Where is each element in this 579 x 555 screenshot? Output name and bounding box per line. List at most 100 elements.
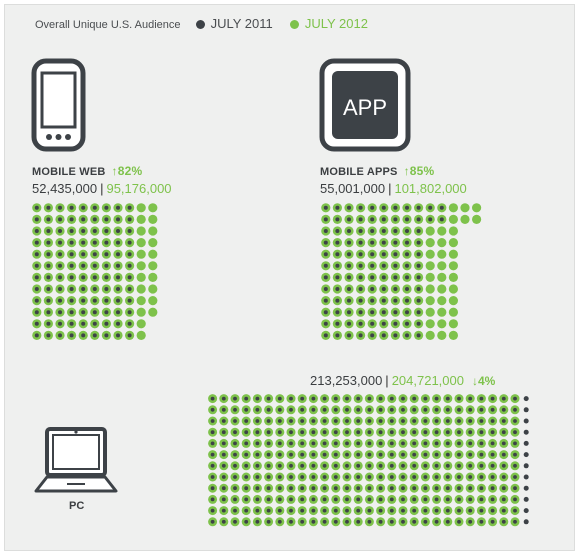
dot-2011 <box>58 229 62 233</box>
dot-2011 <box>468 519 473 524</box>
dot-2011 <box>412 475 417 479</box>
dot-2011 <box>428 217 433 222</box>
dot-2012 <box>425 226 435 236</box>
laptop-icon <box>34 427 118 493</box>
dot-2011 <box>381 240 386 245</box>
dot-2012 <box>448 296 458 306</box>
dot-2011 <box>210 407 215 412</box>
dot-2011 <box>92 298 97 303</box>
dot-2011 <box>221 475 226 479</box>
dot-2011 <box>34 298 39 303</box>
dot-2011 <box>116 240 120 245</box>
dot-2011 <box>416 275 421 280</box>
dot-2011 <box>356 396 361 401</box>
dot-2011 <box>416 333 421 338</box>
dot-2011 <box>345 486 349 491</box>
dot-2011 <box>81 310 86 315</box>
dot-2011 <box>439 205 444 210</box>
dot-2011 <box>412 508 417 513</box>
dot-2012 <box>136 214 146 224</box>
dot-2011 <box>255 508 260 513</box>
dot-2011 <box>401 396 405 401</box>
dot-2011 <box>479 396 484 401</box>
dot-2011 <box>358 333 363 338</box>
dot-2011 <box>323 275 328 280</box>
dot-2011 <box>405 217 409 222</box>
value-separator: | <box>100 181 104 196</box>
dot-2011 <box>311 497 316 502</box>
mobile-web-change-label: 82% <box>117 164 143 178</box>
dot-2011 <box>445 508 450 513</box>
dot-2011 <box>289 497 293 502</box>
app-icon: APP <box>319 58 411 152</box>
dot-2011 <box>457 407 461 412</box>
dot-2011 <box>513 396 517 401</box>
legend-label-2011: JULY 2011 <box>210 16 273 31</box>
infographic-panel: Overall Unique U.S. Audience JULY 2011 J… <box>4 4 575 551</box>
dot-2011 <box>370 321 375 326</box>
pc-change-label: 4% <box>477 374 496 388</box>
dot-2011 <box>345 430 349 435</box>
dot-2011 <box>434 441 439 446</box>
dot-2011 <box>457 486 461 491</box>
dot-2011 <box>323 298 328 303</box>
dot-2011 <box>423 419 428 423</box>
dot-2011 <box>46 298 51 303</box>
dot-2011 <box>333 486 338 491</box>
dot-2011 <box>389 508 394 513</box>
dot-2011 <box>378 419 383 423</box>
dot-2011 <box>345 519 349 524</box>
dot-2011 <box>335 252 340 257</box>
dot-2011 <box>289 452 293 457</box>
dot-2011 <box>69 298 74 303</box>
dot-2011 <box>300 441 305 446</box>
dot-2012 <box>460 214 470 224</box>
dot-2012 <box>425 296 435 306</box>
dot-2011 <box>358 275 363 280</box>
dot-2011 <box>311 441 316 446</box>
dot-2011 <box>428 205 433 210</box>
dot-2011 <box>311 508 316 513</box>
dot-2011 <box>412 497 417 502</box>
dot-2011 <box>405 229 409 233</box>
dot-2011 <box>393 310 398 315</box>
dot-2011 <box>322 430 327 435</box>
app-icon-text: APP <box>343 95 387 120</box>
dot-2011 <box>335 298 340 303</box>
dot-2011 <box>370 252 375 257</box>
dot-2011 <box>416 263 421 268</box>
dot-2011 <box>277 463 282 468</box>
dot-2011 <box>311 396 316 401</box>
dot-2012 <box>136 238 146 248</box>
dot-2012 <box>136 272 146 282</box>
dot-2011 <box>358 321 363 326</box>
dot-2012 <box>448 238 458 248</box>
dot-2011 <box>300 419 305 423</box>
dot-2011 <box>416 229 421 233</box>
dot-2011 <box>490 396 495 401</box>
dot-2011 <box>116 321 120 326</box>
dot-2011 <box>92 287 97 291</box>
dot-2011 <box>370 205 375 210</box>
dot-2011 <box>378 452 383 457</box>
dot-2011 <box>104 310 109 315</box>
dot-2012 <box>437 226 447 236</box>
dot-2011 <box>335 287 340 291</box>
dot-2011 <box>244 508 249 513</box>
dot-2011 <box>58 217 62 222</box>
dot-2011 <box>323 263 328 268</box>
dot-2012 <box>437 249 447 259</box>
dot-2011 <box>468 475 473 479</box>
dot-2011 <box>468 452 473 457</box>
dot-2011 <box>523 496 529 502</box>
dot-2011 <box>389 441 394 446</box>
dot-2011 <box>69 240 74 245</box>
dot-2011 <box>266 419 271 423</box>
dot-2011 <box>523 485 529 491</box>
dot-2011 <box>393 275 398 280</box>
dot-2011 <box>389 396 394 401</box>
dot-2012 <box>448 261 458 271</box>
dot-2011 <box>401 419 405 423</box>
dot-2011 <box>416 217 421 222</box>
pc-dot-grid <box>208 394 529 527</box>
